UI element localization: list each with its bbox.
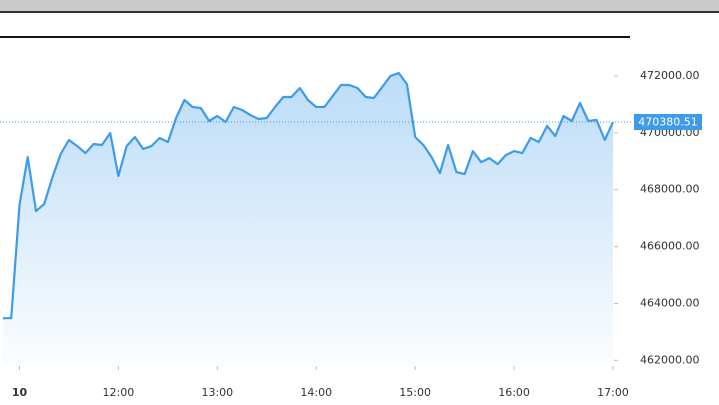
- top-bar: [0, 0, 719, 12]
- y-tick-label: 466000.00: [640, 240, 700, 253]
- x-tick-label: 15:00: [399, 386, 431, 399]
- x-tick-label: 10: [12, 386, 28, 399]
- x-tick-label: 13:00: [201, 386, 233, 399]
- last-value-label: 470380.51: [638, 116, 698, 129]
- y-tick-label: 468000.00: [640, 183, 700, 196]
- x-tick-label: 17:00: [597, 386, 629, 399]
- y-tick-label: 462000.00: [640, 353, 700, 366]
- x-tick-label: 14:00: [300, 386, 332, 399]
- price-line: [3, 71, 615, 320]
- x-tick-label: 16:00: [498, 386, 530, 399]
- last-value-box: [634, 114, 702, 131]
- y-tick-label: 464000.00: [640, 296, 700, 309]
- x-tick-label: 12:00: [103, 386, 135, 399]
- area-fill: [3, 73, 613, 366]
- y-tick-label: 472000.00: [640, 69, 700, 82]
